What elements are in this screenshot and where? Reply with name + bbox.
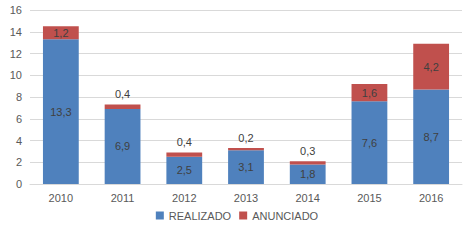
svg-text:8: 8: [16, 91, 22, 103]
svg-text:16: 16: [10, 4, 22, 16]
svg-text:1,8: 1,8: [300, 168, 315, 180]
svg-text:0,4: 0,4: [115, 88, 130, 100]
svg-text:4: 4: [16, 135, 22, 147]
svg-text:0: 0: [16, 178, 22, 190]
svg-text:REALIZADO: REALIZADO: [169, 210, 232, 222]
svg-text:2013: 2013: [234, 192, 258, 204]
svg-text:6,9: 6,9: [115, 140, 130, 152]
svg-text:2011: 2011: [111, 192, 135, 204]
svg-text:2016: 2016: [419, 192, 443, 204]
svg-text:14: 14: [10, 26, 22, 38]
svg-text:7,6: 7,6: [362, 137, 377, 149]
svg-text:ANUNCIADO: ANUNCIADO: [252, 210, 318, 222]
svg-text:2: 2: [16, 156, 22, 168]
svg-text:0,4: 0,4: [177, 136, 192, 148]
svg-text:2015: 2015: [357, 192, 381, 204]
svg-text:2010: 2010: [49, 192, 73, 204]
svg-text:4,2: 4,2: [423, 61, 438, 73]
svg-text:1,6: 1,6: [362, 87, 377, 99]
svg-text:13,3: 13,3: [50, 106, 71, 118]
svg-text:2014: 2014: [295, 192, 319, 204]
svg-text:0,3: 0,3: [300, 145, 315, 157]
svg-text:10: 10: [10, 69, 22, 81]
svg-text:3,1: 3,1: [238, 161, 253, 173]
svg-text:12: 12: [10, 48, 22, 60]
svg-text:2012: 2012: [172, 192, 196, 204]
svg-text:8,7: 8,7: [423, 131, 438, 143]
svg-text:1,2: 1,2: [53, 27, 68, 39]
svg-text:6: 6: [16, 113, 22, 125]
svg-text:2,5: 2,5: [177, 164, 192, 176]
svg-text:0,2: 0,2: [238, 132, 253, 144]
